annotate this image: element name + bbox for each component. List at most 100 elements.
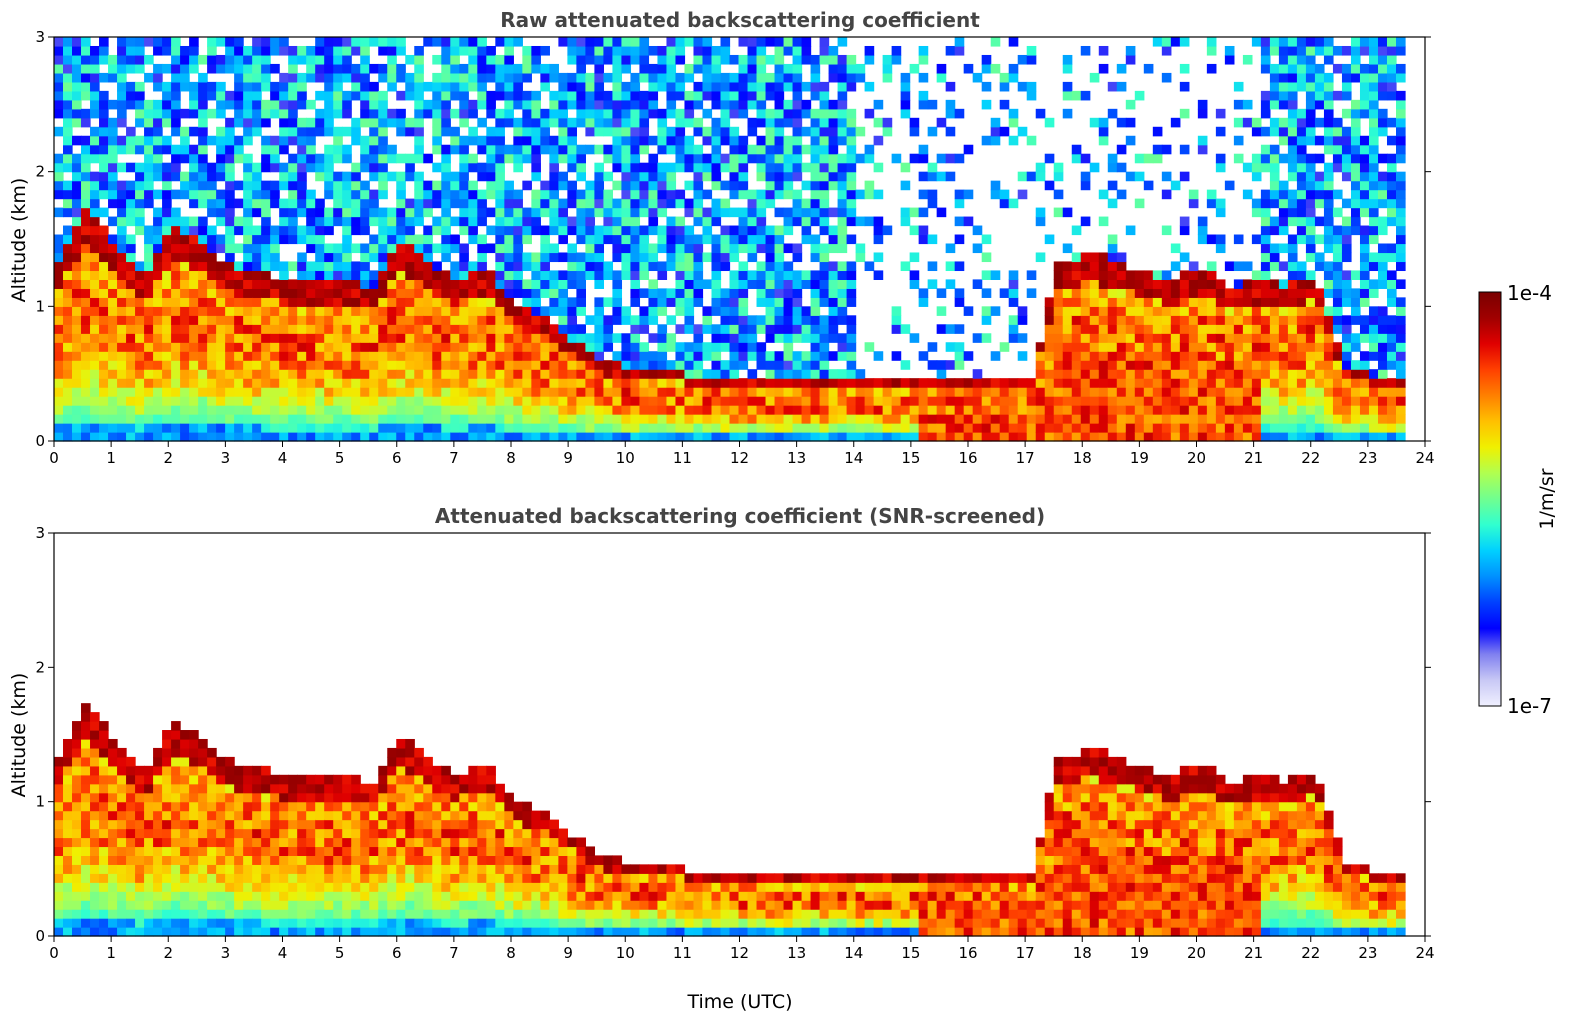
heatmap-cell <box>1360 73 1370 83</box>
heatmap-cell <box>378 136 388 146</box>
heatmap-cell <box>486 405 496 415</box>
heatmap-cell <box>1072 288 1082 298</box>
heatmap-cell <box>252 235 262 245</box>
heatmap-cell <box>838 396 848 406</box>
heatmap-cell <box>1279 324 1289 334</box>
heatmap-cell <box>1279 414 1289 424</box>
heatmap-cell <box>594 208 604 218</box>
heatmap-cell <box>225 252 235 262</box>
heatmap-cell <box>757 37 767 47</box>
heatmap-cell <box>81 64 91 74</box>
heatmap-cell <box>1252 387 1262 397</box>
heatmap-cell <box>757 414 767 424</box>
heatmap-cell <box>1369 261 1379 271</box>
heatmap-cell <box>351 73 361 83</box>
heatmap-cell <box>288 342 298 352</box>
heatmap-cell <box>324 226 334 236</box>
heatmap-cell <box>1117 82 1127 92</box>
heatmap-cell <box>811 306 821 316</box>
heatmap-cell <box>784 37 794 47</box>
heatmap-cell <box>675 37 685 47</box>
heatmap-cell <box>1297 306 1307 316</box>
heatmap-cell <box>477 396 487 406</box>
heatmap-cell <box>928 172 938 182</box>
heatmap-cell <box>693 118 703 128</box>
heatmap-cell <box>450 387 460 397</box>
heatmap-cell <box>54 100 64 110</box>
heatmap-cell <box>495 82 505 92</box>
heatmap-cell <box>838 387 848 397</box>
heatmap-cell <box>1333 46 1343 56</box>
heatmap-cell <box>567 46 577 56</box>
heatmap-cell <box>405 324 415 334</box>
heatmap-cell <box>1108 351 1118 361</box>
heatmap-cell <box>766 432 776 442</box>
heatmap-cell <box>234 145 244 155</box>
heatmap-cell <box>387 360 397 370</box>
heatmap-cell <box>549 351 559 361</box>
heatmap-cell <box>234 82 244 92</box>
heatmap-cell <box>1216 405 1226 415</box>
heatmap-cell <box>775 387 785 397</box>
heatmap-cell <box>234 118 244 128</box>
heatmap-cell <box>234 288 244 298</box>
heatmap-cell <box>603 118 613 128</box>
heatmap-cell <box>1189 333 1199 343</box>
heatmap-cell <box>838 279 848 289</box>
heatmap-cell <box>63 333 73 343</box>
heatmap-cell <box>1279 360 1289 370</box>
heatmap-cell <box>144 405 154 415</box>
heatmap-cell <box>739 378 749 388</box>
heatmap-cell <box>1279 46 1289 56</box>
heatmap-cell <box>621 261 631 271</box>
heatmap-cell <box>1234 136 1244 146</box>
heatmap-cell <box>486 46 496 56</box>
heatmap-cell <box>81 118 91 128</box>
heatmap-cell <box>459 297 469 307</box>
heatmap-cell <box>1036 208 1046 218</box>
heatmap-cell <box>784 73 794 83</box>
heatmap-cell <box>946 172 956 182</box>
heatmap-cell <box>1252 432 1262 442</box>
heatmap-cell <box>324 333 334 343</box>
heatmap-cell <box>829 387 839 397</box>
heatmap-cell <box>1369 288 1379 298</box>
heatmap-cell <box>387 423 397 433</box>
heatmap-cell <box>198 432 208 442</box>
heatmap-cell <box>351 91 361 101</box>
heatmap-cell <box>342 154 352 164</box>
heatmap-cell <box>558 351 568 361</box>
heatmap-cell <box>739 405 749 415</box>
heatmap-cell <box>405 243 415 253</box>
heatmap-cell <box>1162 297 1172 307</box>
heatmap-cell <box>946 423 956 433</box>
heatmap-cell <box>171 333 181 343</box>
heatmap-cell <box>648 217 658 227</box>
heatmap-cell <box>495 270 505 280</box>
heatmap-cell <box>730 351 740 361</box>
heatmap-cell <box>657 333 667 343</box>
heatmap-cell <box>540 243 550 253</box>
heatmap-cell <box>666 172 676 182</box>
heatmap-cell <box>243 387 253 397</box>
heatmap-cell <box>702 351 712 361</box>
heatmap-cell <box>775 37 785 47</box>
heatmap-cell <box>829 333 839 343</box>
heatmap-cell <box>63 423 73 433</box>
heatmap-cell <box>1126 360 1136 370</box>
heatmap-cell <box>1360 100 1370 110</box>
heatmap-cell <box>1180 37 1190 47</box>
heatmap-cell <box>612 369 622 379</box>
heatmap-cell <box>513 279 523 289</box>
heatmap-cell <box>441 64 451 74</box>
heatmap-cell <box>558 235 568 245</box>
heatmap-cell <box>72 82 82 92</box>
heatmap-cell <box>360 288 370 298</box>
heatmap-cell <box>576 64 586 74</box>
heatmap-cell <box>1108 378 1118 388</box>
heatmap-cell <box>748 387 758 397</box>
heatmap-cell <box>585 208 595 218</box>
heatmap-cell <box>730 109 740 119</box>
heatmap-cell <box>639 73 649 83</box>
heatmap-cell <box>297 208 307 218</box>
